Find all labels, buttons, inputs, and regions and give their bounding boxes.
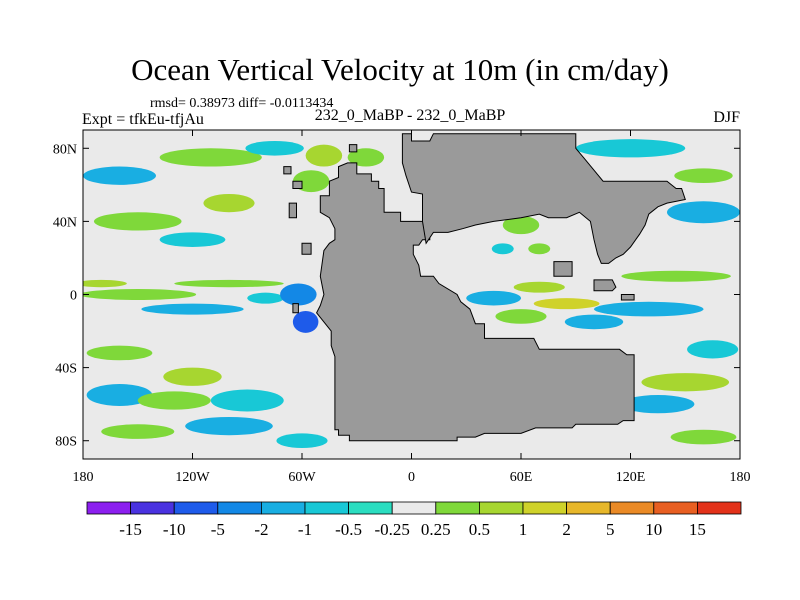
x-tick-label: 180 (730, 470, 751, 485)
anomaly-patch (495, 309, 547, 324)
anomaly-patch (245, 140, 304, 156)
anomaly-patch (687, 340, 739, 359)
y-tick-label: 80S (55, 435, 77, 450)
anomaly-patch (83, 166, 156, 185)
colorbar-label: 5 (606, 520, 615, 539)
anomaly-patch (280, 283, 317, 306)
center-label: 232_0_MaBP - 232_0_MaBP (314, 107, 506, 124)
colorbar-box (478, 501, 524, 515)
season-label: DJF (713, 109, 740, 126)
land-island-east-b (620, 294, 635, 301)
colorbar-box (435, 501, 480, 515)
colorbar-box (130, 501, 175, 515)
anomaly-patch (185, 416, 273, 436)
anomaly-patch (141, 303, 244, 315)
anomaly-patch (466, 290, 521, 306)
colorbar-box (348, 501, 393, 515)
anomaly-patch (513, 281, 565, 293)
land-island-n-b (301, 242, 312, 255)
colorbar-box (173, 501, 219, 515)
land-island-east-a (593, 279, 617, 292)
colorbar-box (86, 501, 131, 515)
anomaly-patch (305, 144, 343, 167)
anomaly-patch (93, 212, 182, 231)
colorbar-label: -10 (163, 520, 186, 539)
anomaly-patch (83, 289, 197, 300)
anomaly-patch (502, 215, 540, 235)
x-tick-label: 60E (510, 470, 533, 485)
anomaly-patch (159, 148, 262, 167)
anomaly-patch (159, 232, 226, 247)
anomaly-patch (575, 139, 686, 158)
colorbar-box (260, 501, 306, 515)
anomaly-patch (292, 310, 319, 333)
land-island-n-a (348, 144, 358, 153)
anomaly-patch (670, 429, 737, 445)
y-tick-label: 40N (53, 215, 77, 230)
colorbar-box (304, 501, 349, 515)
anomaly-patch (247, 292, 284, 304)
colorbar-label: -0.25 (374, 520, 409, 539)
anomaly-patch (641, 373, 730, 392)
land-island-nw-c (288, 202, 297, 219)
anomaly-patch (347, 148, 385, 167)
x-tick-label: 60W (288, 470, 316, 485)
colorbar-label: -1 (298, 520, 312, 539)
colorbar-label: 1 (519, 520, 528, 539)
x-tick-label: 0 (408, 470, 415, 485)
colorbar-box (217, 501, 262, 515)
colorbar-label: -2 (254, 520, 268, 539)
land-north-landmass (401, 133, 686, 264)
colorbar-label: 2 (562, 520, 571, 539)
anomaly-patch (163, 367, 222, 386)
anomaly-patch (174, 279, 284, 288)
stats-label: rmsd= 0.38973 diff= -0.0113434 (150, 96, 334, 111)
anomaly-patch (101, 424, 175, 439)
anomaly-patch (564, 314, 624, 330)
colorbar-label: 10 (645, 520, 662, 539)
anomaly-patch (667, 201, 740, 224)
colorbar-label: -15 (119, 520, 142, 539)
x-tick-label: 180 (73, 470, 94, 485)
anomaly-patch (86, 345, 153, 361)
land-island-nw-a (283, 166, 292, 175)
colorbar-box (391, 501, 437, 515)
anomaly-patch (203, 193, 255, 213)
y-tick-label: 40S (55, 362, 77, 377)
land-supercontinent-west (316, 162, 635, 442)
colorbar-box (609, 501, 655, 515)
anomaly-patch (491, 243, 514, 255)
anomaly-patch (533, 298, 600, 310)
anomaly-patch (83, 279, 127, 288)
colorbar-label: 15 (689, 520, 706, 539)
x-tick-label: 120E (616, 470, 646, 485)
anomaly-patch (674, 168, 733, 184)
colorbar-box (566, 501, 611, 515)
colorbar-label: 0.5 (469, 520, 490, 539)
anomaly-patch (210, 389, 284, 412)
land-island-west (292, 303, 299, 314)
anomaly-patch (528, 243, 551, 255)
experiment-label: Expt = tfkEu-tfjAu (82, 111, 204, 128)
colorbar-label: -0.5 (335, 520, 362, 539)
chart-title: Ocean Vertical Velocity at 10m (in cm/da… (131, 52, 669, 87)
colorbar-box (522, 501, 567, 515)
anomaly-patch (621, 395, 695, 414)
y-tick-label: 0 (70, 289, 77, 304)
land-island-nw-b (292, 180, 303, 189)
anomaly-patch (86, 384, 153, 406)
colorbar-label: 0.25 (421, 520, 451, 539)
colorbar-label: -5 (211, 520, 225, 539)
colorbar-box (653, 501, 698, 515)
colorbar-box (697, 501, 742, 515)
anomaly-patch (137, 391, 211, 410)
y-tick-label: 80N (53, 142, 77, 157)
anomaly-patch (276, 433, 328, 449)
field-layer (83, 133, 740, 449)
anomaly-patch (621, 270, 731, 282)
anomaly-patch (594, 301, 704, 317)
x-tick-label: 120W (175, 470, 210, 485)
land-island-se-asia (553, 261, 573, 277)
